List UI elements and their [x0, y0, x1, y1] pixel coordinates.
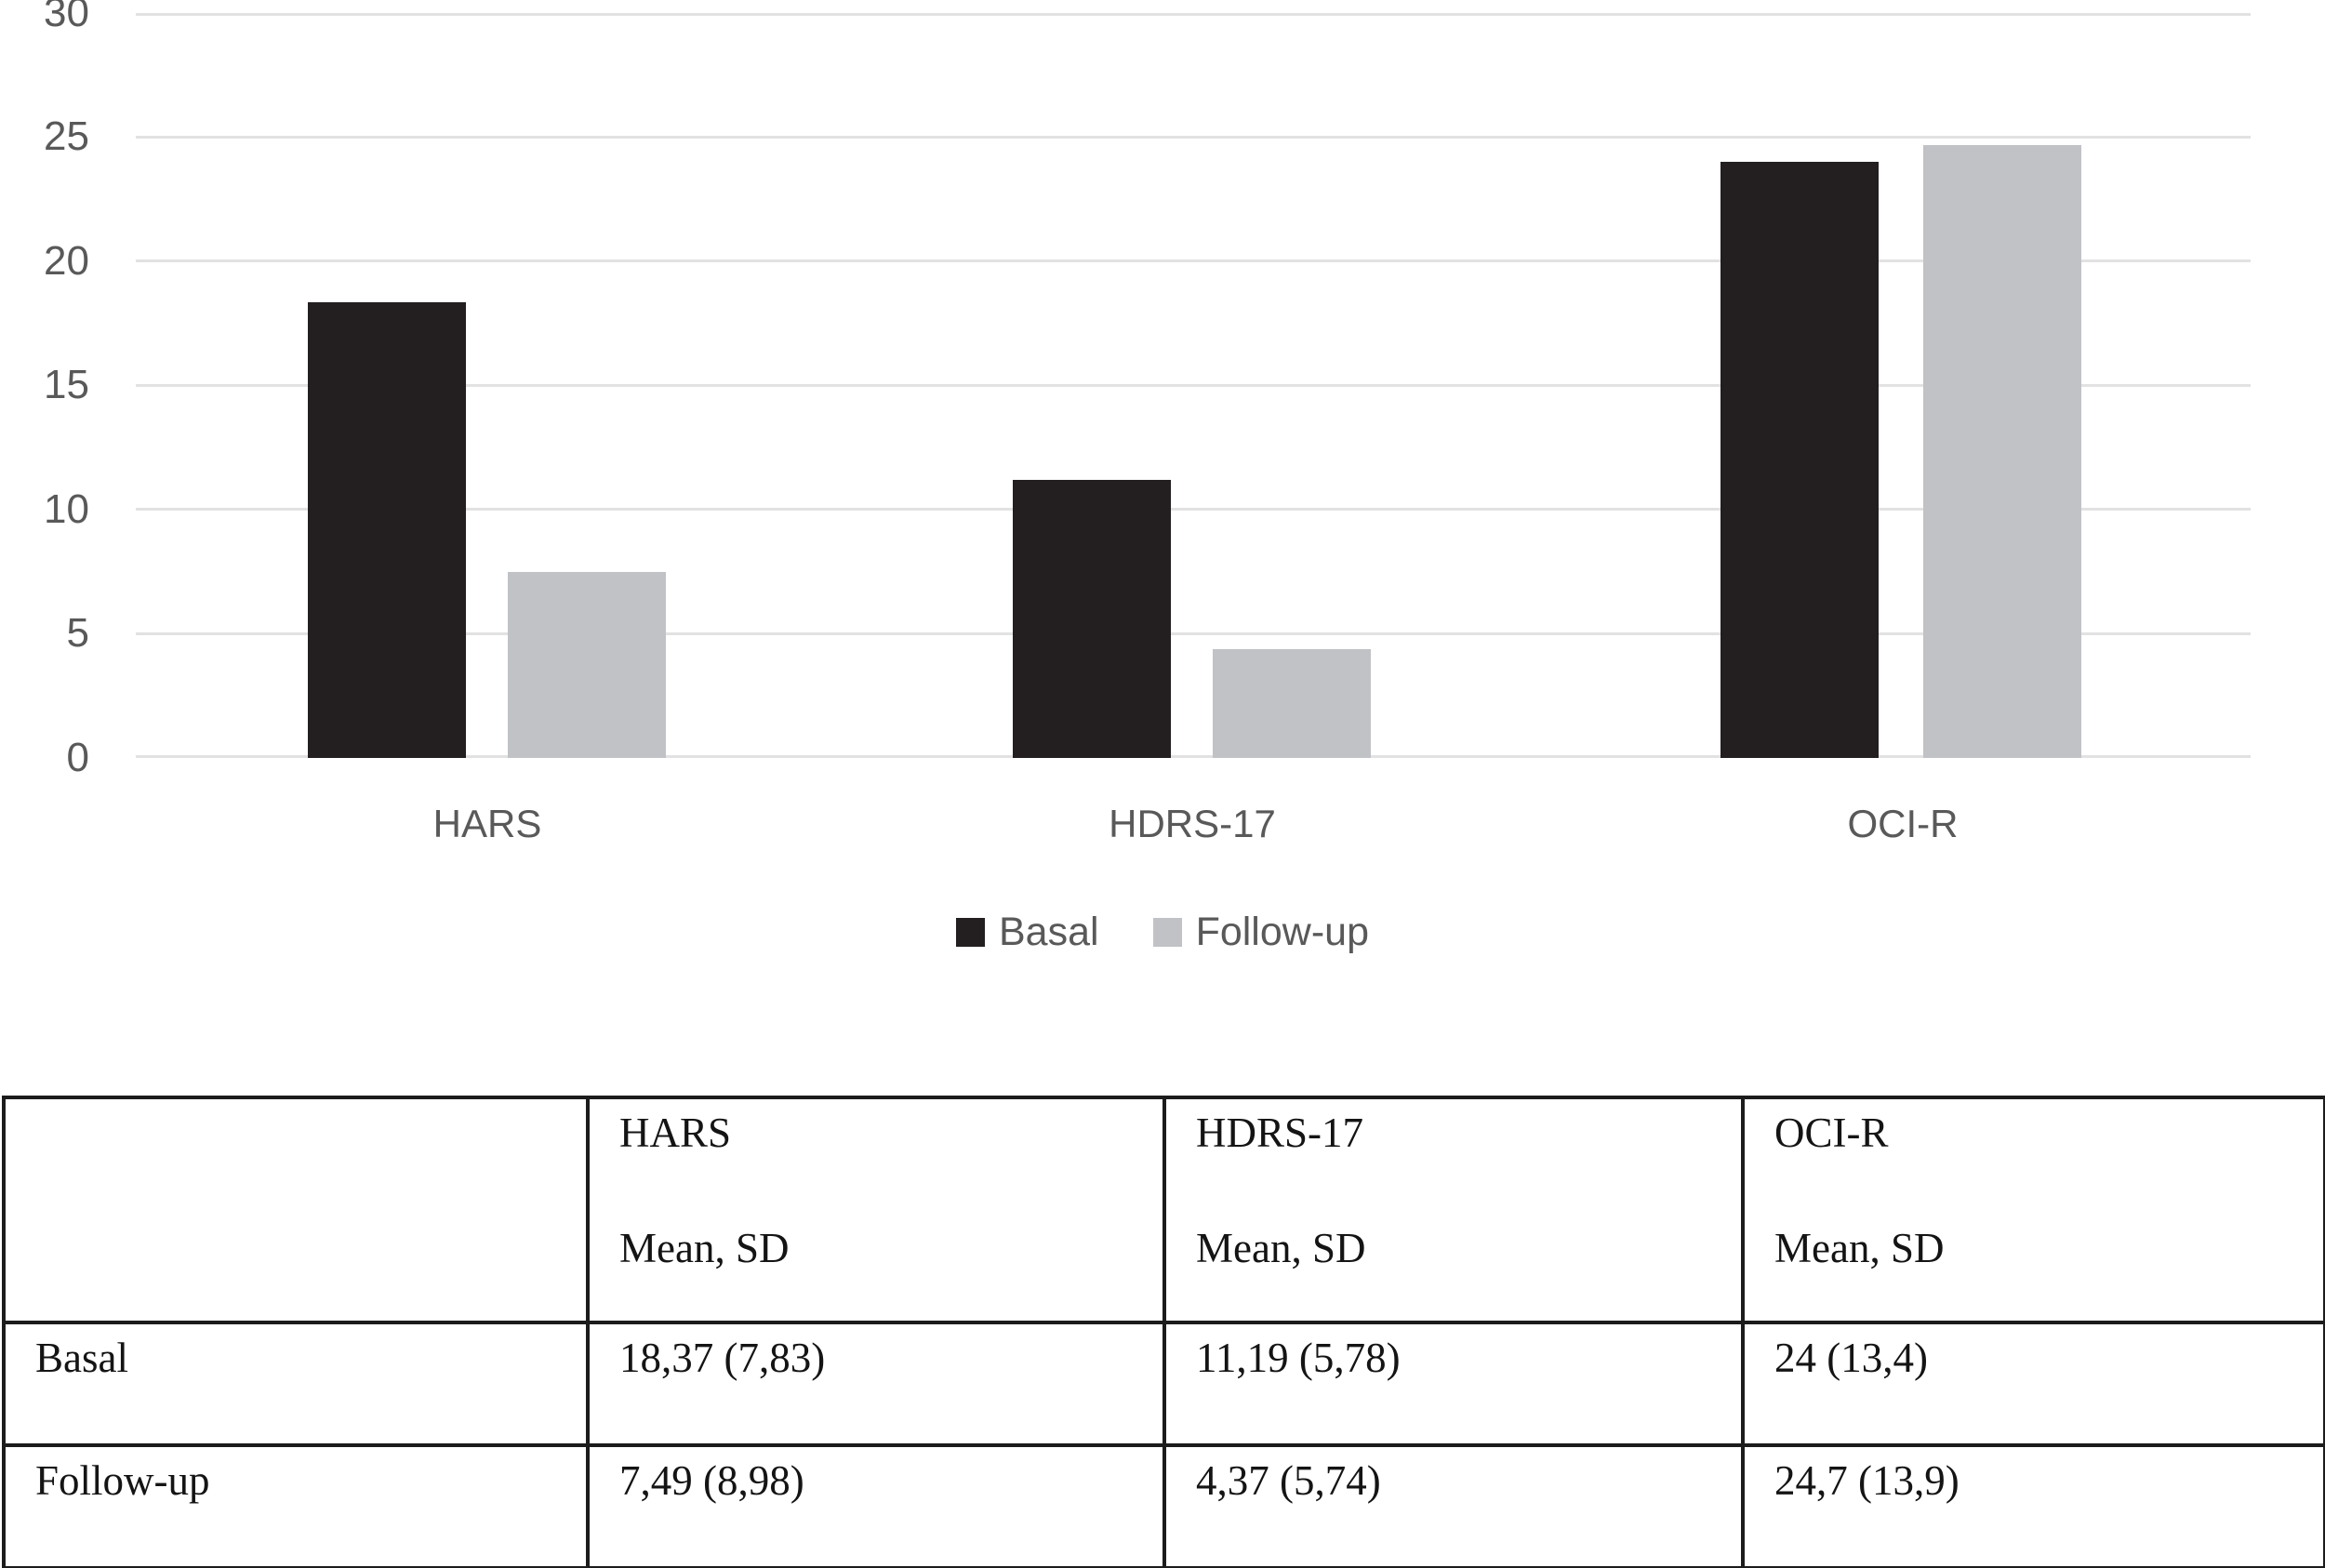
value-cell: 4,37 (5,74) [1162, 1443, 1745, 1568]
legend-item-basal: Basal [956, 910, 1099, 955]
gridline-25 [136, 136, 2251, 139]
gridline-5 [136, 632, 2251, 635]
column-subtitle: Mean, SD [1774, 1225, 1945, 1271]
y-tick-label: 20 [44, 238, 89, 284]
value-cell: 24 (13,4) [1741, 1321, 2325, 1447]
table-row-followup: Follow-up 7,49 (8,98) 4,37 (5,74) 24,7 (… [2, 1443, 2325, 1568]
bar-followup-hars [508, 572, 666, 758]
gridline-15 [136, 384, 2251, 387]
row-label-cell: Basal [2, 1321, 590, 1447]
column-subtitle: Mean, SD [1196, 1225, 1366, 1271]
row-label-cell: Follow-up [2, 1443, 590, 1568]
header-cell-hars: HARS Mean, SD [586, 1096, 1166, 1324]
x-category-label-hars: HARS [432, 802, 542, 845]
y-tick-label: 10 [44, 486, 89, 532]
plot-area [136, 13, 2251, 758]
legend-label-basal: Basal [999, 910, 1099, 954]
legend-swatch-basal-icon [956, 918, 985, 947]
column-title: HARS [619, 1110, 732, 1156]
y-tick-label: 25 [44, 113, 89, 159]
bar-followup-hdrs17 [1213, 649, 1371, 758]
legend-label-followup: Follow-up [1195, 910, 1369, 954]
table-header-row: HARS Mean, SD HDRS-17 Mean, SD OCI-R Mea… [2, 1096, 2325, 1324]
header-cell-ocir: OCI-R Mean, SD [1741, 1096, 2325, 1324]
gridline-20 [136, 259, 2251, 262]
header-cell-empty [2, 1096, 590, 1324]
stats-table: HARS Mean, SD HDRS-17 Mean, SD OCI-R Mea… [2, 1096, 2325, 1568]
x-category-label-ocir: OCI-R [1847, 802, 1959, 845]
y-tick-label: 5 [66, 610, 89, 656]
legend-swatch-followup-icon [1152, 918, 1182, 947]
bar-followup-ocir [1923, 144, 2081, 758]
chart-legend: Basal Follow-up [0, 910, 2325, 955]
bar-basal-hars [308, 301, 466, 758]
gridline-0 [136, 755, 2251, 758]
column-subtitle: Mean, SD [619, 1225, 790, 1271]
value-cell: 11,19 (5,78) [1162, 1321, 1745, 1447]
x-category-label-hdrs17: HDRS-17 [1109, 802, 1276, 845]
gridline-30 [136, 13, 2251, 16]
value-cell: 7,49 (8,98) [586, 1443, 1166, 1568]
legend-item-followup: Follow-up [1152, 910, 1369, 955]
value-cell: 18,37 (7,83) [586, 1321, 1166, 1447]
column-title: HDRS-17 [1196, 1110, 1364, 1156]
header-cell-hdrs17: HDRS-17 Mean, SD [1162, 1096, 1745, 1324]
table-row-basal: Basal 18,37 (7,83) 11,19 (5,78) 24 (13,4… [2, 1321, 2325, 1447]
y-tick-label: 15 [44, 362, 89, 407]
gridline-10 [136, 508, 2251, 511]
y-tick-label: 0 [66, 735, 89, 780]
value-cell: 24,7 (13,9) [1741, 1443, 2325, 1568]
bar-basal-ocir [1720, 162, 1879, 758]
y-tick-label: 30 [44, 0, 89, 35]
column-title: OCI-R [1774, 1110, 1889, 1156]
bar-basal-hdrs17 [1013, 480, 1171, 758]
